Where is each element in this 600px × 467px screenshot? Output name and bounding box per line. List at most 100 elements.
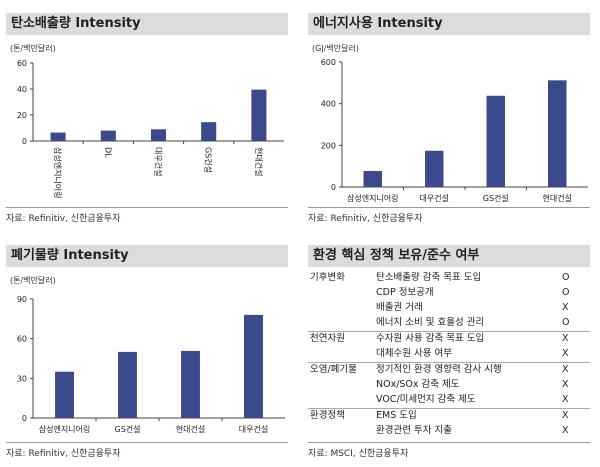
- x-tick-label: GS건설: [115, 424, 141, 434]
- table-row: VOC/미세먼지 감축 제도 X: [308, 392, 590, 407]
- policy-item: 대체수원 사용 여부: [376, 348, 452, 359]
- policy-status: X: [562, 425, 569, 436]
- bar-대우건설: [425, 150, 444, 187]
- table-row: 오염/폐기물 정기적인 환경 영향력 감사 시행 X: [308, 362, 590, 377]
- y-tick-label: 20: [17, 111, 27, 120]
- policy-item: 정기적인 환경 영향력 감사 시행: [376, 364, 502, 375]
- policy-item: VOC/미세먼지 감축 제도: [376, 394, 476, 405]
- waste-intensity-panel: 폐기물량 Intensity (톤/백만달러) 0 30 60 90 삼성엔지니어링 GS…: [6, 235, 288, 467]
- policy-item: 배출권 거래: [376, 302, 423, 313]
- source-note: 자료: Refinitiv, 신한금융투자: [6, 214, 121, 224]
- group-label: 환경정책: [310, 410, 345, 421]
- policy-status: X: [562, 379, 569, 390]
- policy-item: CDP 정보공개: [376, 287, 434, 298]
- table-row: 천연자원 수자원 사용 감축 목표 도입 X: [308, 331, 590, 346]
- divider: [6, 442, 288, 443]
- x-tick-label: 현대건설: [176, 424, 205, 434]
- x-tick-label: 삼성엔지니어링: [347, 193, 399, 203]
- y-tick-label: 600: [321, 58, 336, 67]
- bar-삼성엔지니어링: [363, 170, 382, 187]
- x-tick-label: 현대건설: [254, 147, 264, 176]
- bar-GS건설: [486, 95, 505, 187]
- x-tick-label: 삼성엔지니어링: [53, 147, 63, 199]
- policy-table-panel: 환경 핵심 정책 보유/준수 여부 기후변화 탄소배출량 감축 목표 도입 O CDP…: [308, 235, 590, 467]
- group-divider: [308, 362, 590, 363]
- chart-title: 탄소배출량 Intensity: [6, 13, 288, 35]
- x-tick-label: DL: [103, 147, 112, 158]
- energy-intensity-panel: 에너지사용 Intensity (GJ/백만달러) 0 200 400 600 삼성엔지…: [308, 0, 590, 230]
- x-tick-label: 대우건설: [154, 147, 164, 176]
- table-title: 환경 핵심 정책 보유/준수 여부: [308, 245, 590, 267]
- source-note: 자료: Refinitiv, 신한금융투자: [6, 449, 121, 459]
- y-tick-label: 0: [22, 137, 27, 146]
- source-note: 자료: Refinitiv, 신한금융투자: [308, 214, 423, 224]
- bar-대우건설: [150, 129, 167, 141]
- table-row: 환경관련 투자 지출 X: [308, 423, 590, 438]
- bar-DL: [100, 130, 116, 141]
- policy-item: 에너지 소비 및 효율성 관리: [376, 317, 485, 328]
- policy-status: X: [562, 410, 569, 421]
- divider: [308, 442, 590, 443]
- policy-item: NOx/SOx 감축 제도: [376, 379, 460, 390]
- bar-GS건설: [201, 122, 217, 141]
- divider: [308, 207, 590, 208]
- table-row: 대체수원 사용 여부 X: [308, 346, 590, 361]
- y-tick-label: 0: [331, 183, 336, 192]
- bar-대우건설: [244, 314, 263, 418]
- table-row: NOx/SOx 감축 제도 X: [308, 377, 590, 392]
- policy-item: 탄소배출량 감축 목표 도입: [376, 272, 482, 283]
- bar-삼성엔지니어링: [55, 371, 74, 418]
- y-tick-label: 60: [17, 59, 27, 68]
- group-label: 기후변화: [310, 272, 345, 283]
- policy-status: X: [562, 302, 569, 313]
- group-label: 오염/폐기물: [310, 364, 357, 375]
- x-tick-label: 현대건설: [543, 193, 572, 203]
- group-divider: [308, 408, 590, 409]
- divider: [6, 207, 288, 208]
- x-tick-label: GS건설: [483, 193, 509, 203]
- policy-status: O: [562, 317, 570, 328]
- y-tick-label: 60: [17, 335, 27, 344]
- y-tick-label: 30: [17, 374, 27, 383]
- x-tick-label: 대우건설: [420, 193, 449, 203]
- x-tick-label: 삼성엔지니어링: [39, 424, 91, 434]
- chart-title: 폐기물량 Intensity: [6, 245, 288, 267]
- chart-title: 에너지사용 Intensity: [308, 13, 590, 35]
- policy-status: O: [562, 272, 570, 283]
- source-note: 자료: MSCI, 신한금융투자: [308, 449, 409, 459]
- bar-현대건설: [251, 89, 267, 141]
- y-tick-label: 200: [321, 141, 336, 150]
- table-row: 기후변화 탄소배출량 감축 목표 도입 O: [308, 270, 590, 285]
- y-tick-label: 400: [321, 100, 336, 109]
- carbon-intensity-panel: 탄소배출량 Intensity (톤/백만달러) 0 20 40 60 삼성엔지니어링 D…: [6, 0, 288, 230]
- group-label: 천연자원: [310, 333, 345, 344]
- bar-현대건설: [548, 80, 567, 187]
- unit-label: (GJ/백만달러): [312, 44, 359, 53]
- y-tick-label: 90: [17, 295, 27, 304]
- policy-item: 수자원 사용 감축 목표 도입: [376, 333, 485, 344]
- y-tick-label: 0: [22, 414, 27, 423]
- unit-label: (톤/백만달러): [10, 276, 56, 285]
- group-divider: [308, 331, 590, 332]
- table-row: CDP 정보공개 O: [308, 285, 590, 300]
- bar-현대건설: [181, 350, 200, 418]
- x-tick-label: 대우건설: [239, 424, 268, 434]
- table-row: 환경정책 EMS 도입 X: [308, 408, 590, 423]
- policy-status: X: [562, 394, 569, 405]
- policy-status: O: [562, 287, 570, 298]
- bar-GS건설: [118, 351, 137, 418]
- policy-item: EMS 도입: [376, 410, 417, 421]
- carbon-intensity-chart: 0 20 40 60 삼성엔지니어링 DL 대우건설 GS건설 현대건설: [17, 59, 284, 199]
- policy-status: X: [562, 364, 569, 375]
- energy-intensity-chart: 0 200 400 600 삼성엔지니어링 대우건설 GS건설 현대건설: [321, 58, 588, 203]
- waste-intensity-chart: 0 30 60 90 삼성엔지니어링 GS건설 현대건설 대우건설: [17, 295, 285, 434]
- policy-status: X: [562, 348, 569, 359]
- table-row: 배출권 거래 X: [308, 300, 590, 315]
- policy-status: X: [562, 333, 569, 344]
- x-tick-label: GS건설: [204, 147, 214, 173]
- unit-label: (톤/백만달러): [10, 44, 56, 53]
- table-row: 에너지 소비 및 효율성 관리 O: [308, 315, 590, 330]
- y-tick-label: 40: [17, 85, 27, 94]
- bar-삼성엔지니어링: [50, 132, 66, 141]
